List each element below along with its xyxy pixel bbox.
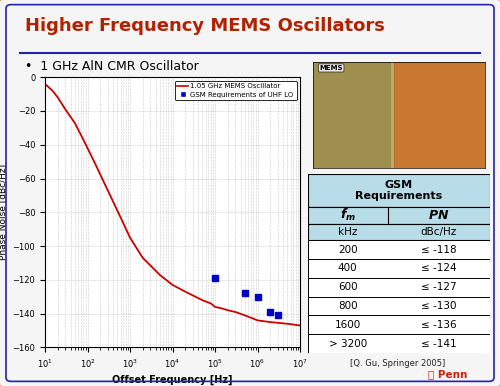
Text: ≤ -127: ≤ -127: [421, 282, 456, 292]
Text: 600: 600: [338, 282, 357, 292]
Text: [Q. Gu, Springer 2005]: [Q. Gu, Springer 2005]: [350, 359, 445, 368]
Bar: [308, 297, 490, 315]
Bar: [308, 207, 490, 224]
Text: ≤ -124: ≤ -124: [421, 263, 456, 273]
Text: Higher Frequency MEMS Oscillators: Higher Frequency MEMS Oscillators: [25, 17, 385, 36]
Text: 200: 200: [338, 245, 357, 254]
Text: •  1 GHz AlN CMR Oscillator: • 1 GHz AlN CMR Oscillator: [25, 60, 199, 73]
Text: > 3200: > 3200: [328, 339, 367, 349]
Bar: [308, 174, 490, 207]
Text: $\bfit{PN}$: $\bfit{PN}$: [428, 209, 450, 222]
Bar: [308, 334, 490, 353]
Bar: [308, 207, 388, 224]
Y-axis label: Phase Noise [dBc/Hz]: Phase Noise [dBc/Hz]: [0, 164, 7, 261]
Text: dBc/Hz: dBc/Hz: [421, 227, 457, 237]
Legend: 1.05 GHz MEMS Oscillator, GSM Requirements of UHF LO: 1.05 GHz MEMS Oscillator, GSM Requiremen…: [174, 81, 296, 100]
Text: GSM
Requirements: GSM Requirements: [355, 179, 442, 201]
Bar: [308, 278, 490, 297]
Text: ≤ -130: ≤ -130: [421, 301, 456, 311]
Text: 800: 800: [338, 301, 357, 311]
Bar: [308, 259, 490, 278]
Text: 1600: 1600: [334, 320, 361, 330]
Text: MEMS: MEMS: [320, 65, 343, 71]
Text: ≤ -141: ≤ -141: [421, 339, 456, 349]
Text: 400: 400: [338, 263, 357, 273]
Bar: [394, 62, 485, 168]
Bar: [308, 240, 490, 259]
X-axis label: Offset Frequency [Hz]: Offset Frequency [Hz]: [112, 375, 233, 385]
Text: kHz: kHz: [338, 227, 357, 237]
Bar: [312, 62, 390, 168]
Text: 🏛 Penn: 🏛 Penn: [428, 369, 467, 379]
Text: ≤ -136: ≤ -136: [421, 320, 456, 330]
Text: ≤ -118: ≤ -118: [421, 245, 456, 254]
Text: $\bfit{f}_{\bfit{m}}$: $\bfit{f}_{\bfit{m}}$: [340, 207, 355, 223]
Bar: [308, 315, 490, 334]
Bar: [308, 224, 490, 240]
